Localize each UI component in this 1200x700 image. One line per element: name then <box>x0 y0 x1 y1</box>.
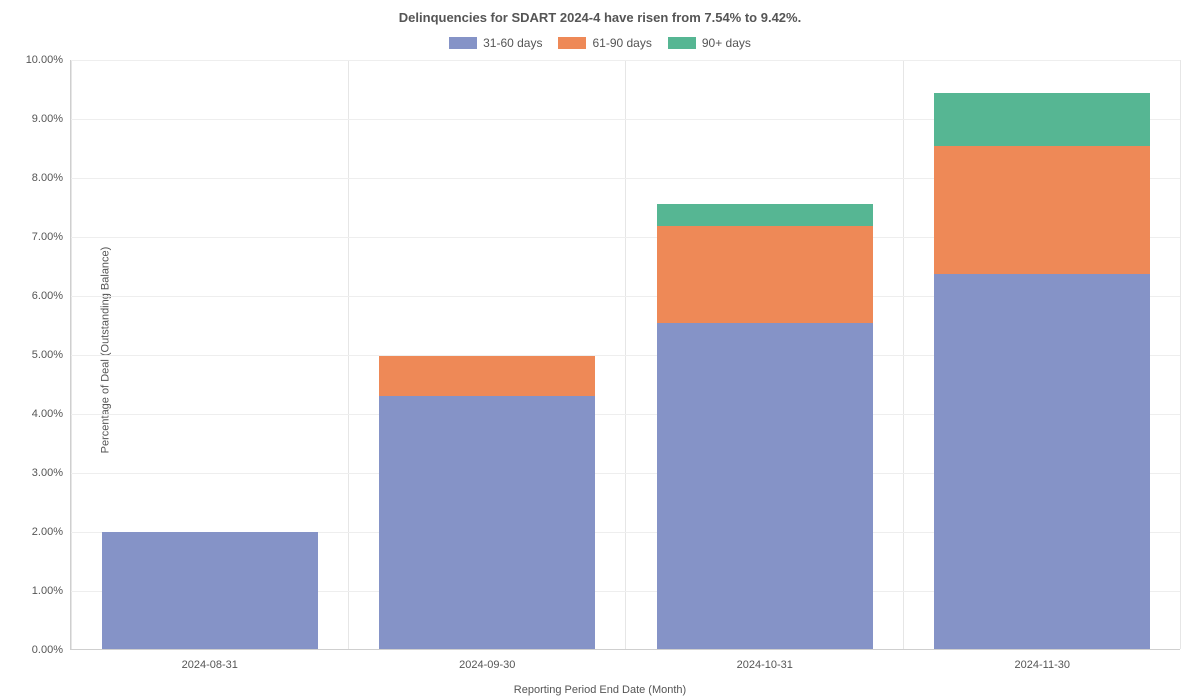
x-axis-label: Reporting Period End Date (Month) <box>0 684 1200 696</box>
y-tick-label: 2.00% <box>32 526 71 538</box>
legend-item: 61-90 days <box>558 36 651 50</box>
bar-segment <box>379 356 595 396</box>
y-tick-label: 3.00% <box>32 467 71 479</box>
legend-swatch <box>558 37 586 49</box>
x-tick-label: 2024-09-30 <box>459 649 515 671</box>
y-tick-label: 1.00% <box>32 585 71 597</box>
bar-segment <box>657 226 873 323</box>
y-tick-label: 8.00% <box>32 172 71 184</box>
bar-segment <box>657 323 873 649</box>
legend-item: 31-60 days <box>449 36 542 50</box>
y-tick-label: 7.00% <box>32 231 71 243</box>
chart-title: Delinquencies for SDART 2024-4 have rise… <box>0 10 1200 25</box>
bar-segment <box>934 146 1150 275</box>
bar-segment <box>379 396 595 649</box>
legend-label: 61-90 days <box>592 36 651 50</box>
x-tick-label: 2024-11-30 <box>1015 649 1070 671</box>
y-tick-label: 5.00% <box>32 349 71 361</box>
y-tick-label: 9.00% <box>32 113 71 125</box>
y-tick-label: 0.00% <box>32 644 71 656</box>
x-tick-label: 2024-08-31 <box>182 649 238 671</box>
legend-item: 90+ days <box>668 36 751 50</box>
y-tick-label: 4.00% <box>32 408 71 420</box>
legend-swatch <box>668 37 696 49</box>
chart-legend: 31-60 days 61-90 days 90+ days <box>0 36 1200 50</box>
grid-line-horizontal <box>71 60 1180 61</box>
bar-segment <box>934 93 1150 146</box>
chart-container: Delinquencies for SDART 2024-4 have rise… <box>0 0 1200 700</box>
y-tick-label: 10.00% <box>26 54 71 66</box>
bar-segment <box>657 204 873 226</box>
legend-label: 31-60 days <box>483 36 542 50</box>
y-tick-label: 6.00% <box>32 290 71 302</box>
bar-segment <box>102 532 318 649</box>
bar-segment <box>934 274 1150 649</box>
legend-swatch <box>449 37 477 49</box>
legend-label: 90+ days <box>702 36 751 50</box>
plot-area: 0.00%1.00%2.00%3.00%4.00%5.00%6.00%7.00%… <box>70 60 1180 650</box>
x-tick-label: 2024-10-31 <box>737 649 793 671</box>
